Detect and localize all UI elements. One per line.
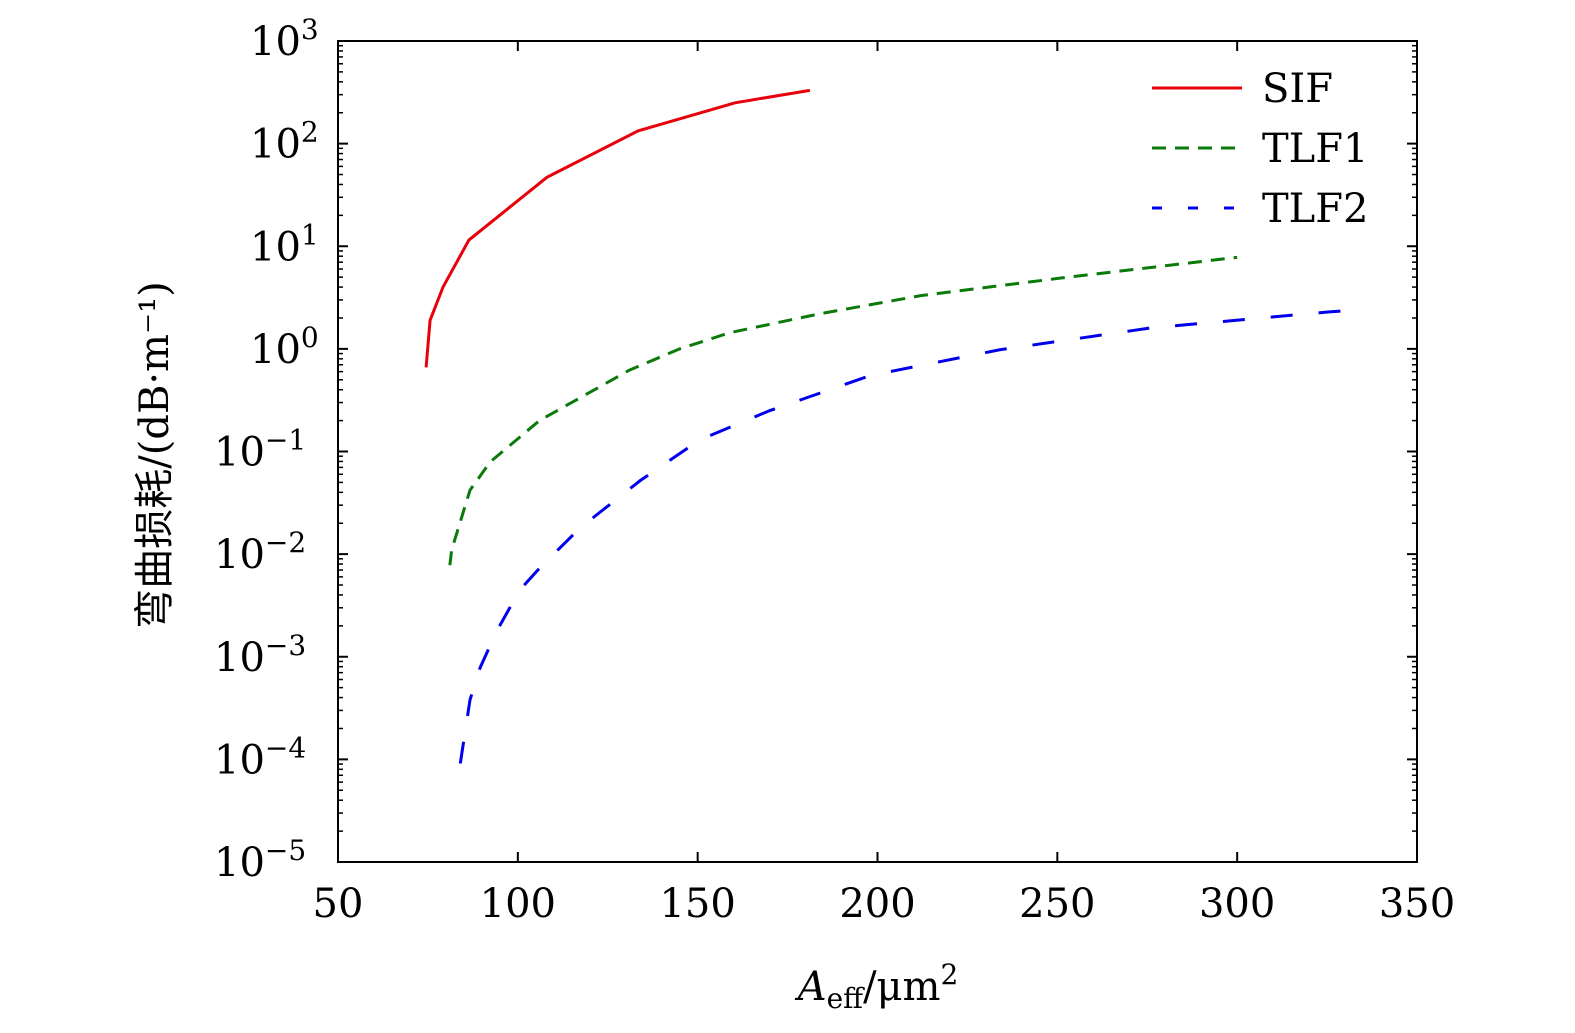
x-tick-label: 100 [480,881,556,927]
y-tick-label: 10−2 [214,526,306,578]
series-line-tlf2 [458,308,1359,764]
x-label-rest: /μm [863,964,940,1010]
y-axis-label: 弯曲损耗/(dB·m⁻¹) [132,281,178,628]
y-tick-base: 10 [250,327,301,373]
x-tick-label: 150 [659,881,735,927]
y-tick-exponent: 1 [301,218,319,251]
legend: SIF TLF1 TLF2 [1152,66,1368,232]
x-axis-label: Aeff/μm2 [794,958,959,1015]
legend-label: SIF [1262,66,1333,112]
x-tick-label: 300 [1199,881,1275,927]
legend-label: TLF2 [1262,186,1368,232]
x-tick-label: 200 [839,881,915,927]
plot-frame [337,40,1418,863]
y-tick-label: 100 [250,321,319,373]
y-tick-label: 10−4 [214,731,306,783]
y-tick-exponent: −3 [265,629,306,662]
x-tick-label: 50 [313,881,364,927]
y-tick-exponent: 2 [301,116,319,149]
y-tick-exponent: −5 [265,834,306,867]
y-tick-base: 10 [214,840,265,886]
y-tick-exponent: −2 [265,526,306,559]
x-tick-label: 250 [1019,881,1095,927]
y-tick-label: 101 [250,218,319,270]
y-tick-exponent: 0 [301,321,319,354]
y-tick-label: 10−1 [214,424,306,476]
x-label-sup: 2 [940,958,958,991]
plot-marks [424,88,1359,764]
y-tick-exponent: −4 [265,731,306,764]
y-tick-label: 102 [250,116,319,168]
y-tick-base: 10 [250,224,301,270]
series-line-sif [424,88,811,368]
y-tick-base: 10 [214,737,265,783]
x-tick-label: 350 [1379,881,1455,927]
y-tick-base: 10 [250,122,301,168]
legend-label: TLF1 [1262,126,1368,172]
x-axis: 50 100 150 200 250 300 350 [313,41,1455,927]
y-tick-base: 10 [214,430,265,476]
y-tick-label: 10−5 [214,834,306,886]
x-label-main: A [794,964,827,1010]
y-tick-base: 10 [214,532,265,578]
x-label-sub: eff [827,982,866,1015]
y-tick-base: 10 [250,19,301,65]
y-tick-exponent: 3 [301,13,319,46]
y-tick-exponent: −1 [265,424,306,457]
series-line-tlf1 [448,255,1238,566]
y-tick-label: 103 [250,13,319,65]
y-tick-label: 10−3 [214,629,306,681]
y-tick-base: 10 [214,635,265,681]
